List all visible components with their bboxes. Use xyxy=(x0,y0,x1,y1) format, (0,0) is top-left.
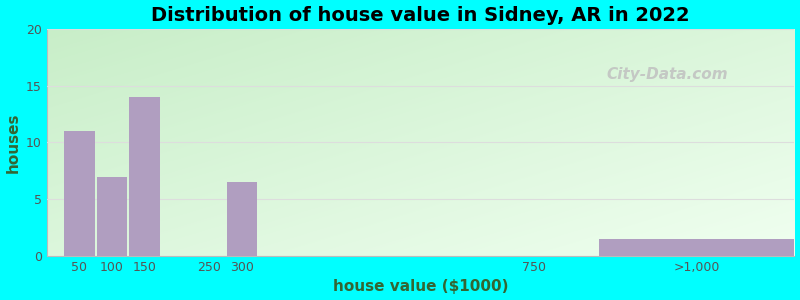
Title: Distribution of house value in Sidney, AR in 2022: Distribution of house value in Sidney, A… xyxy=(151,6,690,25)
Bar xyxy=(226,182,257,256)
Bar xyxy=(64,131,94,256)
Y-axis label: houses: houses xyxy=(6,112,21,173)
X-axis label: house value ($1000): house value ($1000) xyxy=(333,279,508,294)
Bar xyxy=(599,239,794,256)
Text: City-Data.com: City-Data.com xyxy=(606,67,728,82)
Bar xyxy=(97,176,127,256)
Bar xyxy=(129,97,160,256)
